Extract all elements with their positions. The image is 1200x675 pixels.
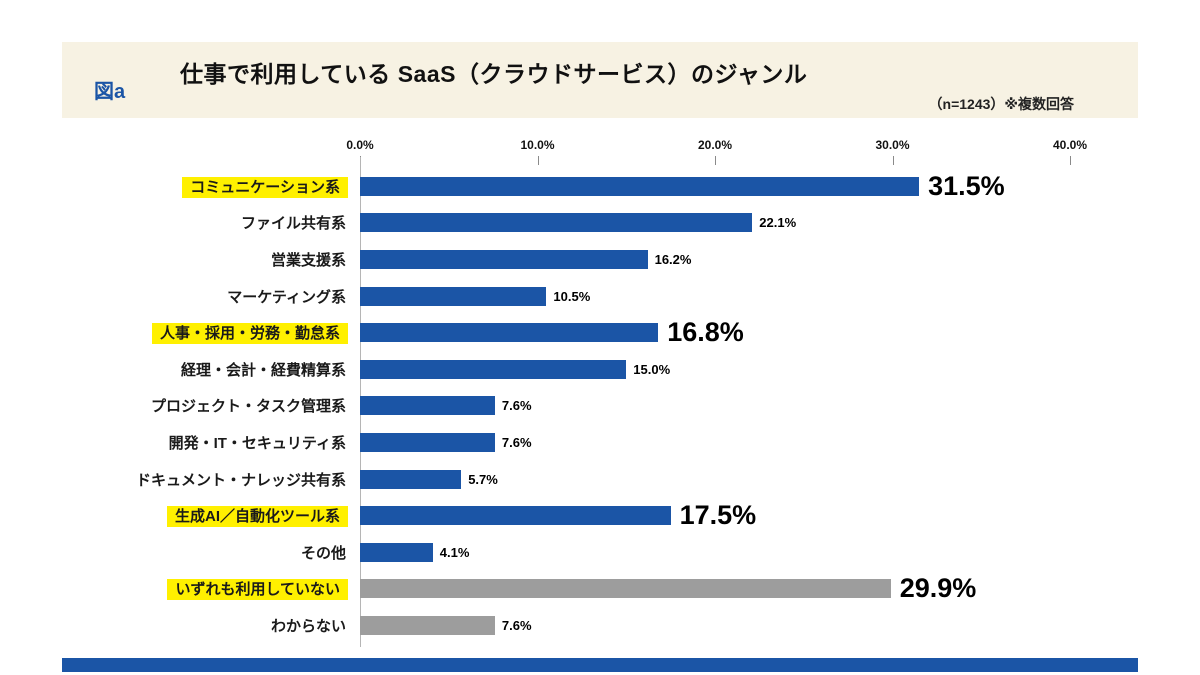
category-label: 開発・IT・セキュリティ系 (168, 434, 346, 452)
value-label: 17.5% (679, 500, 757, 531)
value-label: 5.7% (468, 471, 498, 487)
category-label: 経理・会計・経費精算系 (180, 361, 346, 379)
category-cell: いずれも利用していない (48, 578, 360, 601)
category-cell: 生成AI／自動化ツール系 (48, 505, 360, 528)
value-label: 4.1% (439, 544, 470, 560)
x-tick-mark (892, 156, 894, 165)
value-label: 15.0% (633, 361, 671, 377)
category-cell: わからない (48, 615, 360, 636)
bar (360, 615, 495, 635)
category-cell: ドキュメント・ナレッジ共有系 (48, 469, 360, 490)
bar (360, 249, 648, 269)
category-cell: 経理・会計・経費精算系 (48, 359, 360, 380)
bar-row: いずれも利用していない 29.9% (48, 571, 1138, 608)
bar-zone: 31.5% (360, 168, 1138, 205)
bar-row: マーケティング系 10.5% (48, 278, 1138, 315)
category-cell: ファイル共有系 (48, 212, 360, 233)
x-tick-label: 20.0% (697, 138, 733, 152)
category-cell: プロジェクト・タスク管理系 (48, 395, 360, 416)
bar-row: ファイル共有系 22.1% (48, 205, 1138, 242)
category-cell: その他 (48, 542, 360, 563)
bar (360, 176, 920, 196)
category-label: その他 (300, 544, 346, 562)
bar (360, 432, 495, 452)
chart-title: 仕事で利用している SaaS（クラウドサービス）のジャンル (180, 61, 808, 87)
bar (360, 213, 753, 233)
category-label: 人事・採用・労務・勤怠系 (151, 323, 348, 345)
bar-row: プロジェクト・タスク管理系 7.6% (48, 388, 1138, 425)
x-tick-mark (1070, 156, 1071, 165)
bar (360, 323, 659, 343)
value-label: 22.1% (759, 215, 797, 231)
bar-row: わからない 7.6% (48, 607, 1138, 644)
bar-row: ドキュメント・ナレッジ共有系 5.7% (48, 461, 1138, 498)
category-label: 生成AI／自動化ツール系 (166, 506, 348, 528)
bar-zone: 7.6% (360, 607, 1138, 644)
category-cell: 開発・IT・セキュリティ系 (48, 432, 360, 453)
bar-zone: 29.9% (360, 571, 1138, 608)
bar-zone: 7.6% (360, 388, 1138, 425)
bar (360, 506, 671, 526)
bar-zone: 16.8% (360, 314, 1138, 351)
bar-zone: 10.5% (360, 278, 1138, 315)
bar-row: 営業支援系 16.2% (48, 241, 1138, 278)
category-label: いずれも利用していない (167, 579, 348, 601)
bar-zone: 22.1% (360, 205, 1138, 242)
bar (360, 286, 547, 306)
category-label: ファイル共有系 (240, 215, 346, 233)
bar-row: 経理・会計・経費精算系 15.0% (48, 351, 1138, 388)
value-label: 29.9% (899, 573, 977, 604)
x-tick-mark (715, 156, 716, 165)
bar (360, 579, 891, 599)
header-band: 図a 仕事で利用している SaaS（クラウドサービス）のジャンル （n=1243… (62, 42, 1138, 118)
figure-label: 図a (94, 81, 126, 103)
bar (360, 359, 627, 379)
value-label: 10.5% (553, 288, 591, 304)
x-tick-label: 40.0% (1052, 138, 1088, 152)
bar-row: 開発・IT・セキュリティ系 7.6% (48, 424, 1138, 461)
bar (360, 469, 462, 489)
bar-zone: 7.6% (360, 424, 1138, 461)
x-tick-mark (537, 156, 539, 165)
category-label: わからない (270, 617, 346, 635)
value-label: 7.6% (501, 398, 532, 414)
category-label: ドキュメント・ナレッジ共有系 (135, 471, 346, 489)
x-tick-label: 30.0% (875, 138, 910, 152)
footer-band (62, 658, 1138, 672)
category-cell: 人事・採用・労務・勤怠系 (48, 322, 360, 345)
bar-zone: 5.7% (360, 461, 1138, 498)
category-label: コミュニケーション系 (182, 176, 348, 198)
x-tick-label: 10.0% (520, 138, 555, 152)
category-cell: コミュニケーション系 (48, 176, 360, 198)
sample-size-note: （n=1243）※複数回答 (928, 96, 1074, 112)
bar-zone: 4.1% (360, 534, 1138, 571)
value-label: 16.2% (654, 251, 692, 267)
value-label: 7.6% (501, 617, 532, 633)
bar-row: その他 4.1% (48, 534, 1138, 571)
bar-row: 人事・採用・労務・勤怠系 16.8% (48, 314, 1138, 351)
category-label: マーケティング系 (227, 288, 346, 306)
value-label: 31.5% (928, 170, 1005, 201)
category-cell: 営業支援系 (48, 249, 360, 270)
value-label: 16.8% (667, 317, 744, 348)
category-label: プロジェクト・タスク管理系 (150, 398, 346, 416)
value-label: 7.6% (501, 434, 532, 450)
bar-zone: 17.5% (360, 497, 1138, 534)
bar (360, 542, 433, 562)
bar-row: コミュニケーション系 31.5% (48, 168, 1138, 205)
category-cell: マーケティング系 (48, 286, 360, 307)
bar (360, 396, 495, 416)
bar-rows: コミュニケーション系 31.5% ファイル共有系 22.1% 営業支援系 16.2% マーケ… (48, 168, 1138, 644)
bar-row: 生成AI／自動化ツール系 17.5% (48, 497, 1138, 534)
bar-zone: 15.0% (360, 351, 1138, 388)
category-label: 営業支援系 (270, 251, 346, 269)
x-tick-label: 0.0% (346, 138, 374, 152)
bar-zone: 16.2% (360, 241, 1138, 278)
